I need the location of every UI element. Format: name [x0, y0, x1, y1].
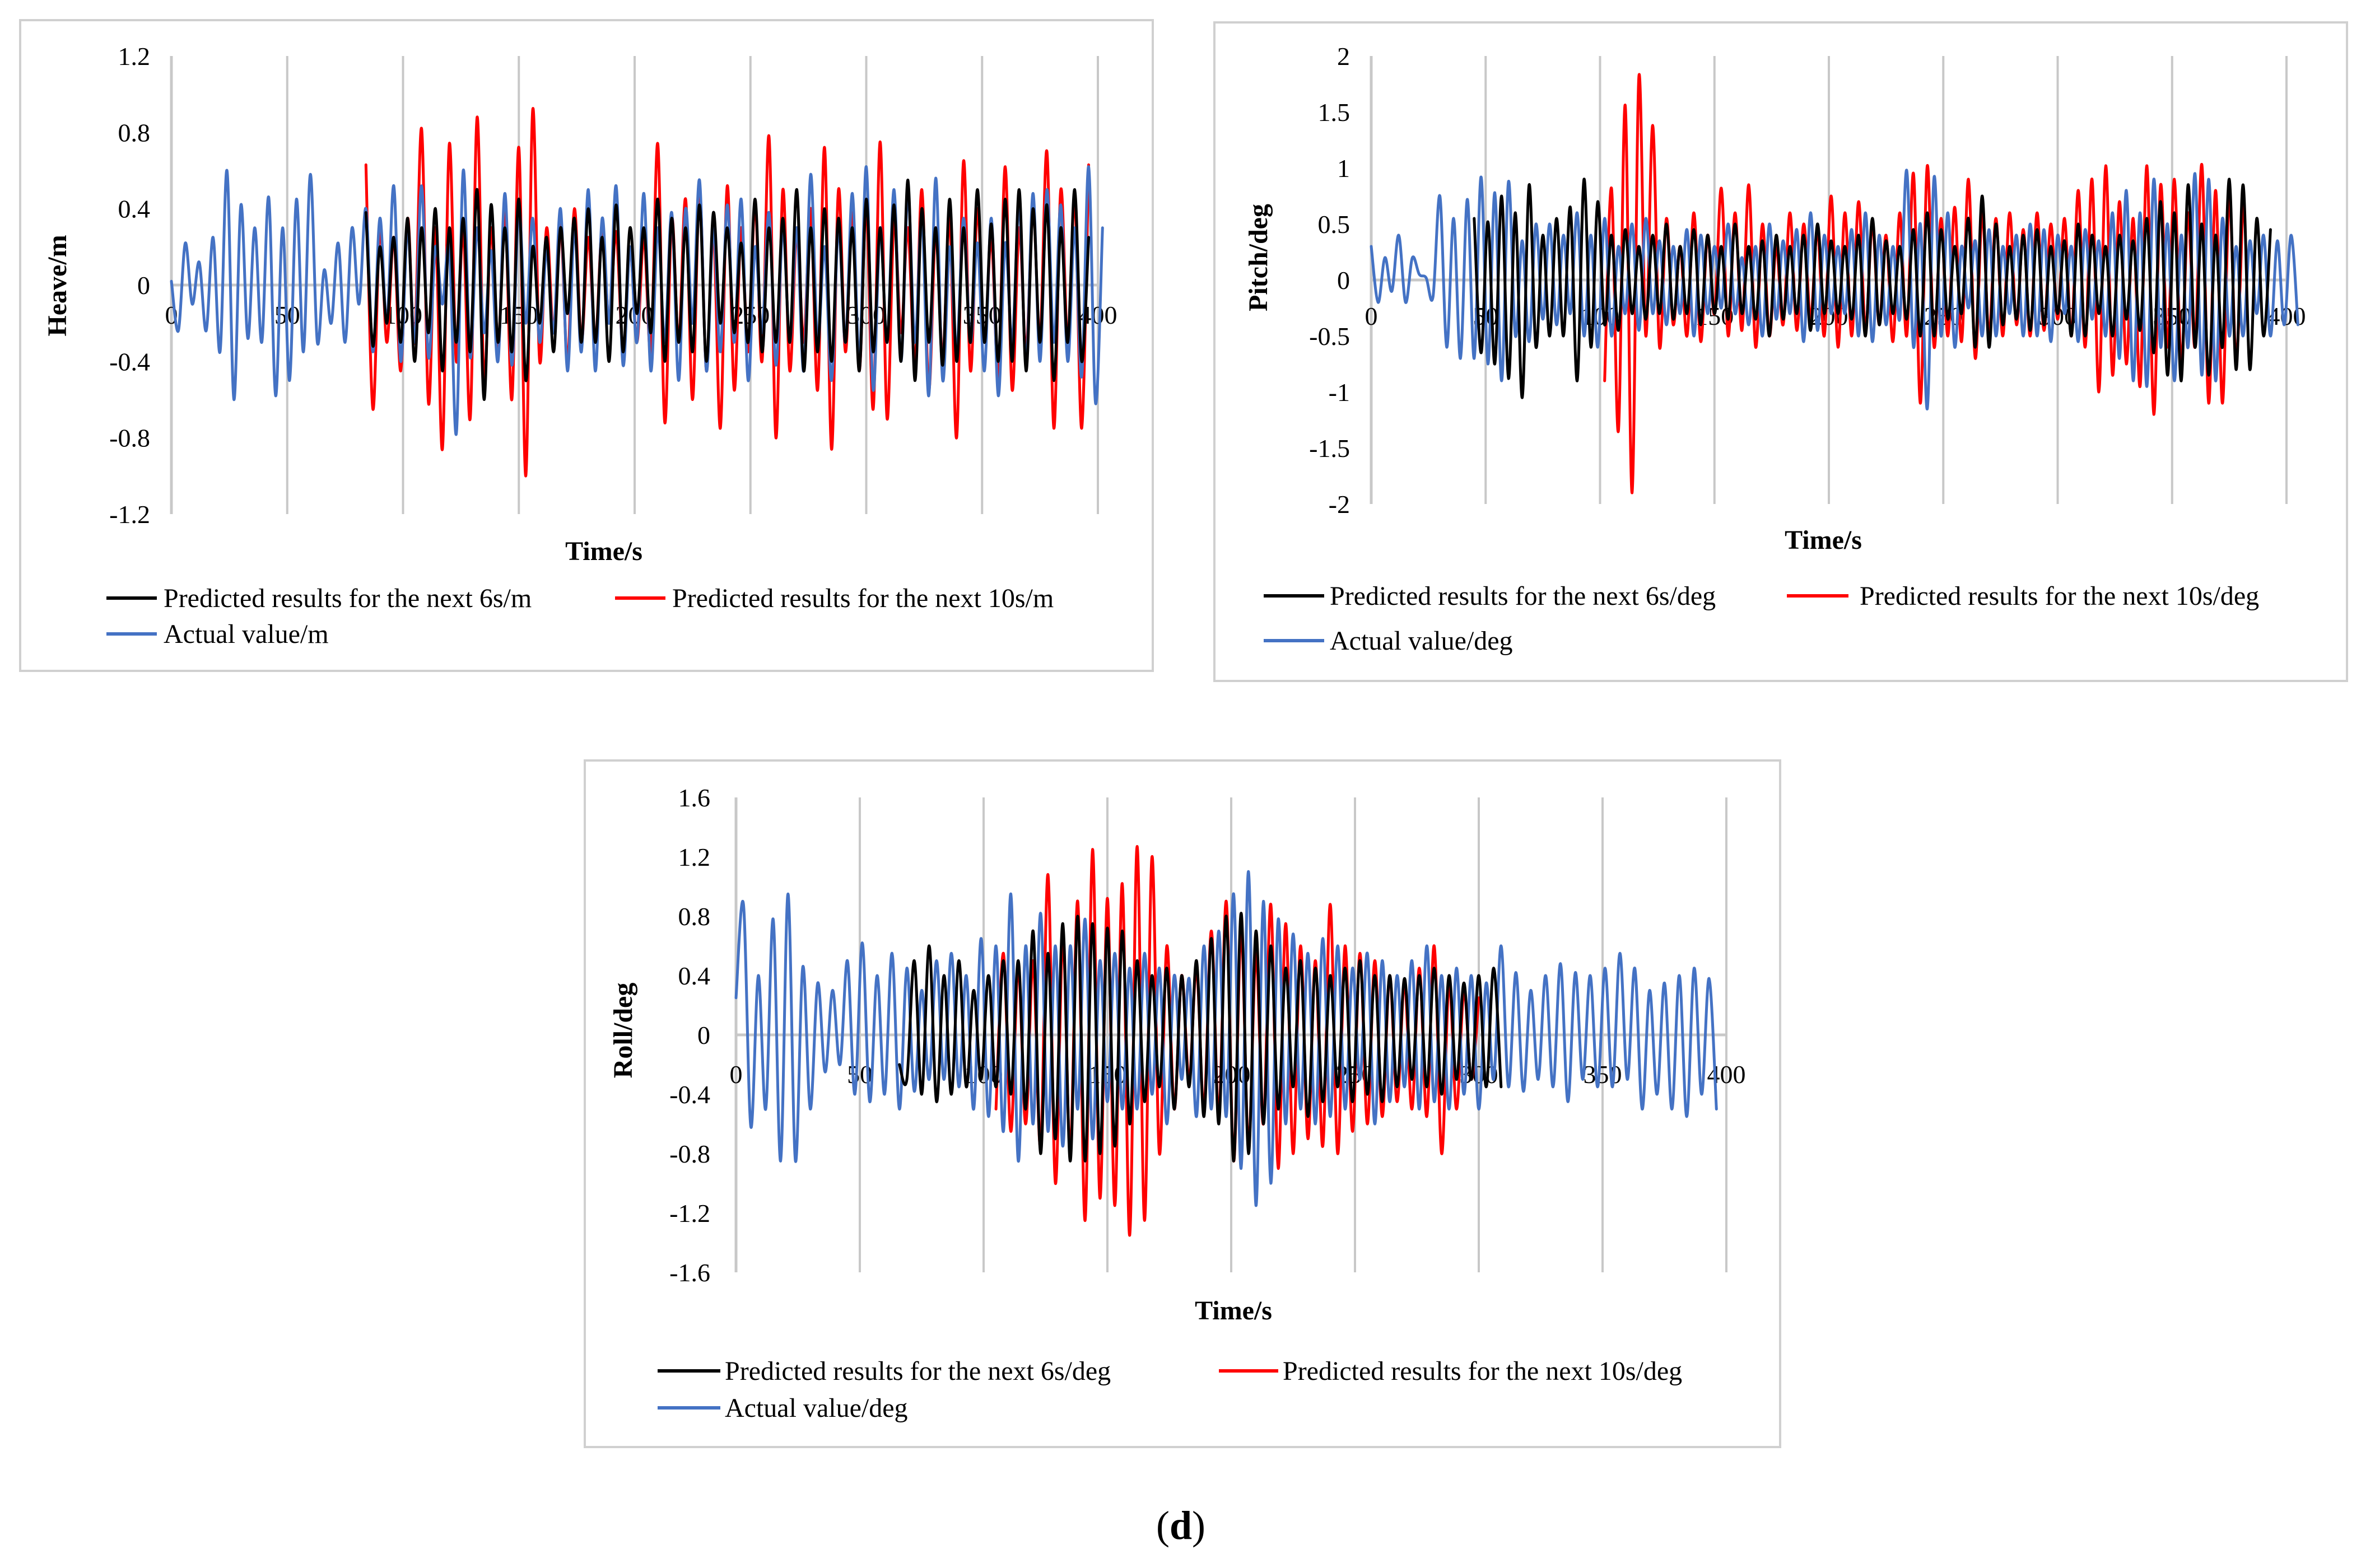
pitch-y-tick-6: -1: [1329, 378, 1350, 407]
roll-y-tick-6: -0.8: [669, 1140, 710, 1168]
roll-panel: 1.61.20.80.40-0.4-0.8-1.2-1.6 0 50 100 150 2…: [584, 759, 1781, 1448]
heave-y-tick-4: -0.4: [109, 347, 150, 376]
roll-y-axis-title: Roll/deg: [608, 983, 638, 1079]
pitch-series-actual-value-deg: [1370, 169, 2299, 410]
heave-y-tick-labels: 1.2 0.8 0.4 0 -0.4 -0.8 -1.2: [109, 42, 150, 529]
roll-series-group: [734, 844, 1718, 1237]
roll-y-tick-1: 1.2: [678, 843, 711, 871]
roll-x-tick-350: 350: [1584, 1060, 1622, 1089]
roll-y-tick-0: 1.6: [678, 783, 711, 812]
heave-panel-frame: [19, 19, 1154, 672]
pitch-legend-label-actual: Actual value/deg: [1330, 626, 1513, 656]
subfigure-label-close: ): [1192, 1503, 1205, 1548]
roll-y-tick-7: -1.2: [669, 1199, 710, 1228]
heave-legend-label-6s: Predicted results for the next 6s/m: [164, 584, 532, 613]
pitch-y-tick-3: 0.5: [1318, 210, 1351, 239]
heave-series-predicted-results-for-the-next-6s-m: [364, 178, 1090, 402]
roll-y-tick-5: -0.4: [669, 1080, 710, 1109]
heave-x-axis-title: Time/s: [565, 536, 642, 566]
roll-legend-label-10s: Predicted results for the next 10s/deg: [1283, 1356, 1682, 1386]
pitch-x-axis-title: Time/s: [1785, 525, 1862, 555]
pitch-panel-frame: [1213, 21, 2348, 682]
heave-y-tick-1: 0.8: [118, 118, 151, 147]
pitch-y-tick-labels: 2 1.5 1 0.5 0 -0.5 -1 -1.5 -2: [1309, 42, 1350, 519]
roll-legend: Predicted results for the next 6s/deg Pr…: [658, 1356, 1682, 1423]
pitch-panel: 21.510.50-0.5-1-1.5-2 0 50 100 150 200 250 300…: [1213, 21, 2348, 682]
subfigure-label: (d): [1156, 1503, 1205, 1548]
pitch-y-tick-7: -1.5: [1309, 434, 1350, 463]
heave-y-tick-3: 0: [137, 271, 150, 300]
heave-y-tick-6: -1.2: [109, 500, 150, 529]
pitch-y-tick-8: -2: [1329, 490, 1350, 519]
pitch-y-tick-0: 2: [1337, 42, 1350, 71]
heave-x-tick-300: 300: [847, 301, 886, 329]
roll-series-actual-value-deg: [734, 870, 1718, 1207]
pitch-y-tick-5: -0.5: [1309, 322, 1350, 351]
roll-y-tick-labels: 1.6 1.2 0.8 0.4 0 -0.4 -0.8 -1.2 -1.6: [669, 783, 710, 1287]
heave-legend-label-10s: Predicted results for the next 10s/m: [672, 584, 1054, 613]
roll-legend-label-actual: Actual value/deg: [725, 1393, 908, 1423]
roll-y-tick-4: 0: [697, 1021, 710, 1049]
heave-legend-label-actual: Actual value/m: [164, 619, 329, 649]
pitch-y-tick-4: 0: [1337, 266, 1350, 295]
heave-x-tick-150: 150: [500, 301, 538, 329]
roll-x-axis-title: Time/s: [1195, 1296, 1272, 1326]
heave-legend: Predicted results for the next 6s/m Pred…: [106, 584, 1054, 649]
pitch-legend-label-10s: Predicted results for the next 10s/deg: [1860, 581, 2259, 611]
heave-y-tick-5: -0.8: [109, 424, 150, 452]
pitch-series-predicted-results-for-the-next-6s-deg: [1473, 178, 2272, 399]
heave-panel: 1.20.80.40-0.4-0.8-1.2 0 50 100 150 200 250 30…: [19, 19, 1154, 672]
subfigure-label-letter: d: [1170, 1503, 1192, 1548]
pitch-legend: Predicted results for the next 6s/deg Pr…: [1264, 581, 2259, 656]
pitch-y-tick-2: 1: [1337, 154, 1350, 183]
pitch-legend-label-6s: Predicted results for the next 6s/deg: [1330, 581, 1716, 611]
heave-y-axis-title: Heave/m: [43, 235, 72, 336]
heave-y-tick-2: 0.4: [118, 195, 151, 223]
roll-x-tick-0: 0: [730, 1060, 743, 1089]
roll-x-tick-400: 400: [1707, 1060, 1746, 1089]
roll-y-tick-2: 0.8: [678, 902, 711, 931]
pitch-series-group: [1370, 73, 2299, 494]
pitch-y-tick-1: 1.5: [1318, 98, 1351, 127]
pitch-y-axis-title: Pitch/deg: [1244, 204, 1273, 311]
roll-y-tick-3: 0.4: [678, 962, 711, 990]
pitch-x-tick-0: 0: [1365, 302, 1378, 330]
roll-series-predicted-results-for-the-next-6s-deg: [898, 912, 1503, 1163]
roll-legend-label-6s: Predicted results for the next 6s/deg: [725, 1356, 1111, 1386]
roll-y-tick-8: -1.6: [669, 1258, 710, 1287]
subfigure-label-open: (: [1156, 1503, 1170, 1548]
heave-y-tick-0: 1.2: [118, 42, 151, 71]
heave-series-group: [170, 107, 1104, 478]
